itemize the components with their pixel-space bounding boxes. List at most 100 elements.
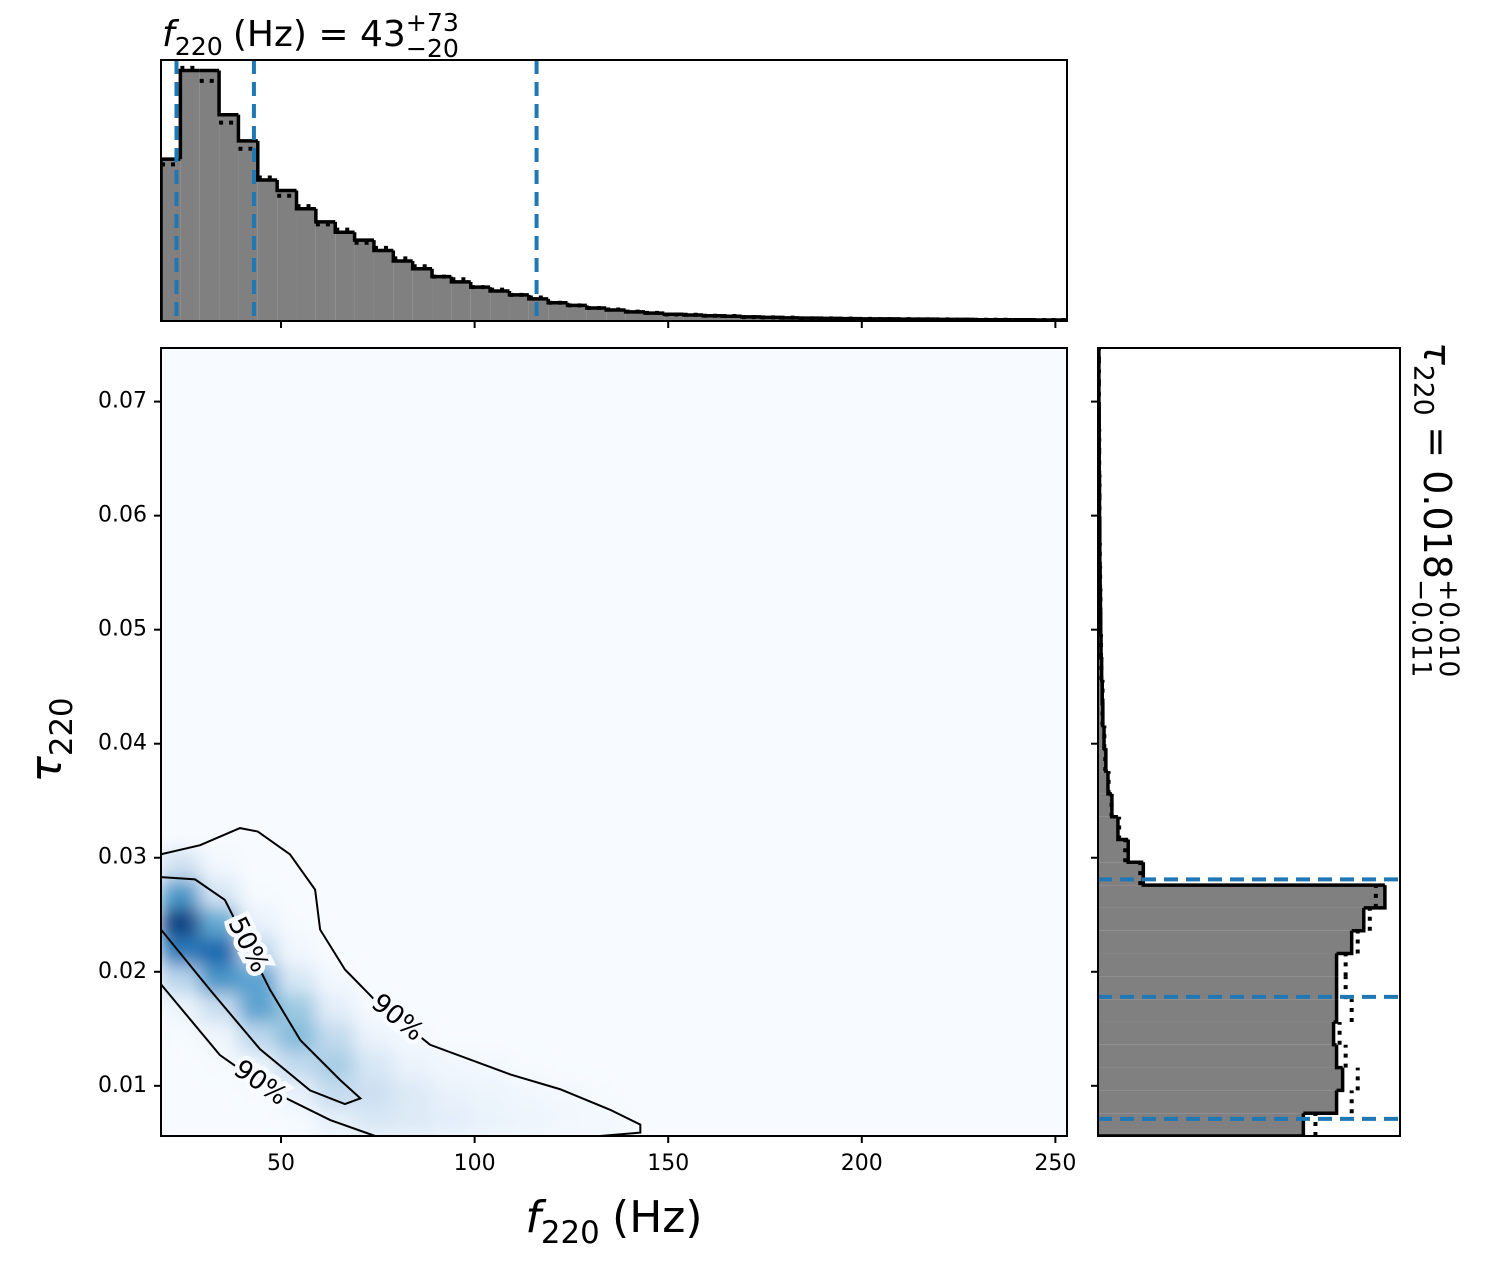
density-cell (393, 964, 433, 994)
density-cell (548, 1050, 588, 1080)
hist-bar (722, 316, 742, 321)
hist-bar (1098, 816, 1118, 840)
density-cell (586, 993, 627, 1023)
density-cell (509, 850, 549, 880)
hist-bar (625, 311, 645, 321)
density-cell (277, 1021, 317, 1051)
hist-step (294, 190, 316, 211)
x-tick-label: 200 (841, 1151, 883, 1176)
hist-step (1331, 1021, 1337, 1047)
density-cell (470, 1107, 510, 1136)
density-cell (470, 907, 510, 937)
density-cell (199, 1078, 239, 1108)
panel-title-part: τ (1415, 342, 1459, 366)
density-cell (432, 850, 472, 880)
hist-step (1351, 907, 1366, 933)
density-cell (393, 1021, 433, 1051)
hist-step (352, 232, 374, 242)
density-cell (470, 993, 510, 1023)
hist-bar (180, 70, 200, 321)
hist-bar (373, 250, 394, 321)
density-cell (548, 879, 588, 909)
hist-bar (335, 232, 355, 321)
axes-frame (1097, 347, 1401, 1137)
panel-title-part: 220 (175, 32, 223, 61)
hist-bar (296, 208, 316, 321)
density-cell (548, 907, 588, 937)
x-tick-label: 150 (647, 1151, 689, 1176)
density (161, 850, 627, 1136)
y-tick-label: 0.07 (98, 389, 147, 414)
density-cell (277, 936, 317, 966)
hist-bar (567, 305, 587, 321)
density-cell (586, 879, 627, 909)
density-cell (161, 1050, 201, 1080)
density-cell (548, 964, 588, 994)
density-cell (470, 1078, 510, 1108)
y-tick-label: 0.01 (98, 1073, 147, 1098)
density-cell (432, 1107, 472, 1136)
panel-title-part: +0.010 (1433, 579, 1464, 677)
density-cell (315, 1021, 356, 1051)
density-cell (315, 879, 356, 909)
density-cell (586, 1107, 627, 1136)
hist-bar (741, 316, 762, 321)
density-cell (238, 993, 278, 1023)
x-axis-label-part: 220 (541, 1215, 600, 1251)
hist-bar (1098, 1090, 1337, 1114)
hist-bar (509, 294, 529, 321)
hist-step (1334, 1044, 1343, 1070)
density-cell (509, 1050, 549, 1080)
y-tick-label: 0.03 (98, 845, 147, 870)
hist-bar (1098, 771, 1108, 794)
density-cell (586, 907, 627, 937)
density-cell (161, 936, 201, 966)
density-cell (393, 1050, 433, 1080)
density-cell (470, 1050, 510, 1080)
histogram (161, 60, 1067, 321)
density-cell (509, 1107, 549, 1136)
x-tick-label: 100 (454, 1151, 496, 1176)
hist-bar (1098, 885, 1385, 908)
x-axis-label-body: f 220 (Hz) (525, 1192, 702, 1251)
density-cell (432, 879, 472, 909)
hist-step (314, 208, 336, 224)
density-cell (509, 993, 549, 1023)
density-cell (277, 993, 317, 1023)
density-cell (548, 850, 588, 880)
density-cell (470, 964, 510, 994)
hist-bar (199, 70, 220, 321)
density-cell (354, 964, 394, 994)
hist-step (1141, 862, 1385, 887)
density-cell (238, 1050, 278, 1080)
panel-title-part: 220 (1408, 365, 1439, 416)
density-cell (238, 1107, 278, 1136)
density-cell (548, 1107, 588, 1136)
x-axis-label-part: (Hz) (612, 1192, 703, 1243)
hist-bar (490, 290, 510, 321)
hist-step (1336, 930, 1354, 956)
hist-step (236, 114, 258, 143)
density-cell (393, 879, 433, 909)
hist-bar (664, 314, 684, 321)
density-cell (161, 1021, 201, 1051)
hist-bar (761, 317, 781, 321)
density-cell (432, 1078, 472, 1108)
density-cell (354, 1107, 394, 1136)
density-cell (586, 1050, 627, 1080)
density-cell (393, 993, 433, 1023)
density-cell (277, 907, 317, 937)
density-cell (586, 964, 627, 994)
density-cell (432, 1021, 472, 1051)
y-axis-label-part: 220 (44, 697, 80, 756)
hist-bar (548, 302, 568, 321)
density-cell (199, 936, 239, 966)
hist-step (217, 70, 239, 117)
x-axis-label: f 220 (Hz) (525, 1192, 702, 1251)
density-cell (354, 907, 394, 937)
panel-title: f 220 (Hz) = 43 +73−20 (162, 8, 459, 63)
density-cell (315, 936, 356, 966)
y-tick-label: 0.05 (98, 617, 147, 642)
